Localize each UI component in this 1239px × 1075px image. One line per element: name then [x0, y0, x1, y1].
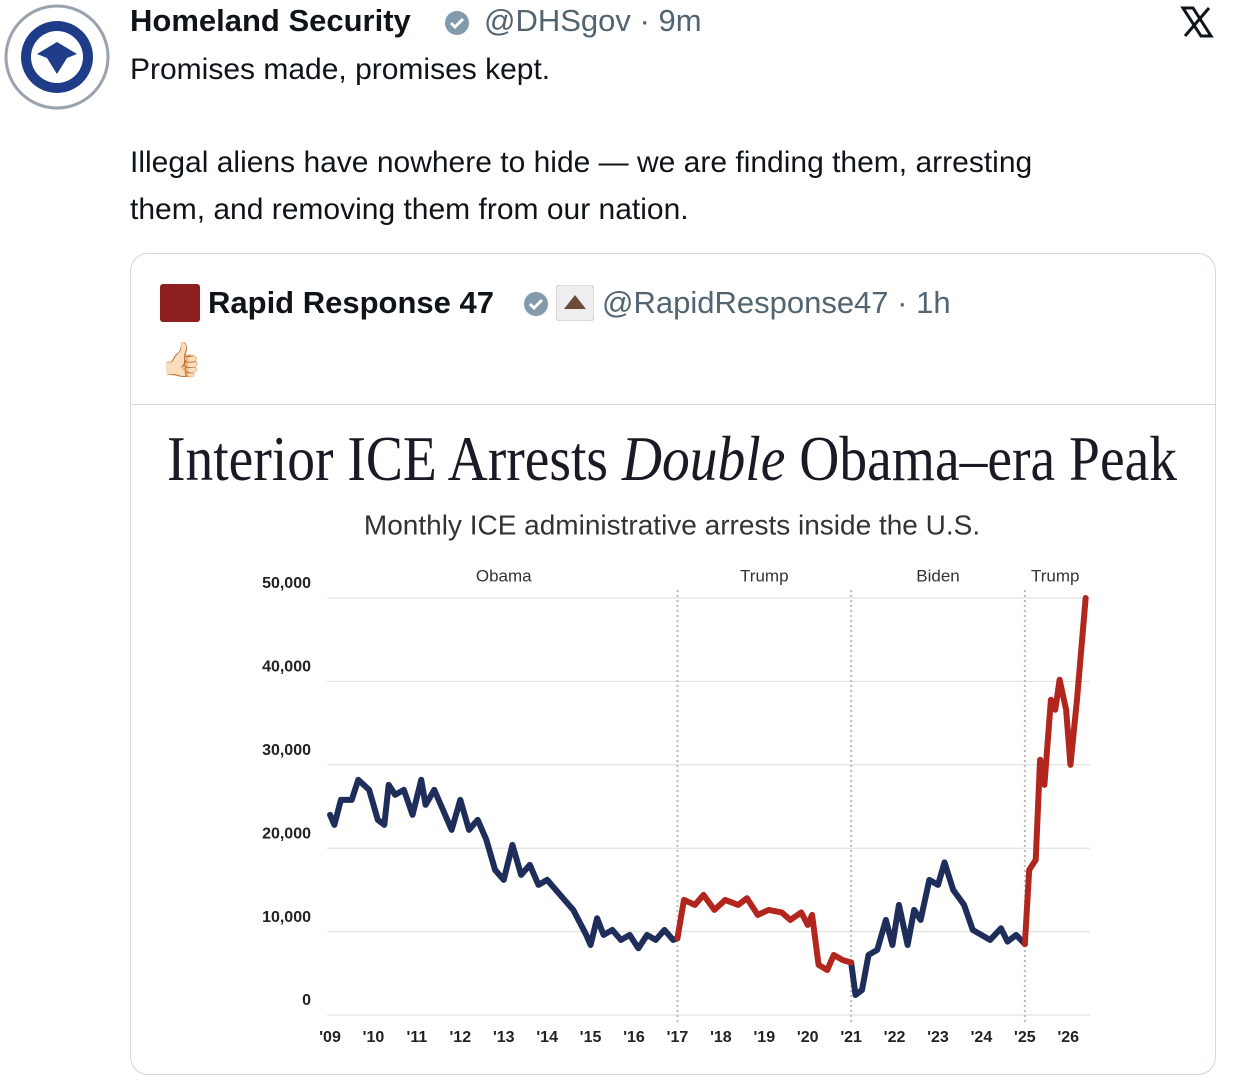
x-tick-label: '18 — [710, 1029, 732, 1046]
x-tick-label: '25 — [1014, 1029, 1036, 1046]
y-tick-label: 50,000 — [262, 575, 311, 592]
tweet-text: Promises made, promises kept. — [130, 53, 551, 86]
x-tick-label: '15 — [580, 1029, 602, 1046]
x-logo[interactable] — [1180, 5, 1214, 39]
x-tick-label: '11 — [407, 1029, 428, 1046]
period-label: Obama — [476, 566, 532, 585]
series-line — [327, 776, 681, 952]
x-tick-label: '16 — [623, 1029, 645, 1046]
quote-author-handle[interactable]: @RapidResponse47 · 1h — [602, 285, 951, 320]
x-tick-label: '12 — [450, 1029, 472, 1046]
author-name[interactable]: Homeland Security — [130, 3, 411, 38]
verified-badge — [524, 292, 548, 316]
author-handle[interactable]: @DHSgov · 9m — [484, 3, 702, 38]
chart-subtitle: Monthly ICE administrative arrests insid… — [364, 509, 980, 540]
tweet-text: them, and removing them from our nation. — [130, 193, 689, 226]
x-tick-label: '22 — [884, 1029, 906, 1046]
divider — [131, 404, 1215, 405]
series-line — [848, 859, 1028, 998]
x-tick-label: '19 — [753, 1029, 775, 1046]
x-tick-label: '13 — [493, 1029, 515, 1046]
quote-avatar[interactable] — [160, 284, 200, 322]
period-label: Trump — [1031, 566, 1080, 585]
verified-badge — [445, 11, 469, 35]
tweet-text: Illegal aliens have nowhere to hide — we… — [130, 146, 1033, 179]
chart-title: Interior ICE Arrests Double Obama–era Pe… — [167, 423, 1177, 494]
x-tick-label: '24 — [971, 1029, 993, 1046]
chart-title-part: Double — [621, 423, 785, 494]
y-tick-label: 40,000 — [262, 659, 311, 676]
series-line — [1021, 595, 1089, 948]
y-tick-label: 0 — [302, 992, 311, 1009]
y-tick-label: 10,000 — [262, 909, 311, 926]
x-tick-label: '23 — [927, 1029, 949, 1046]
chart-title-part: Interior ICE Arrests — [167, 423, 622, 494]
x-tick-label: '09 — [319, 1029, 341, 1046]
series-line — [674, 891, 855, 973]
affiliate-badge — [556, 285, 594, 321]
x-tick-label: '10 — [363, 1029, 385, 1046]
avatar[interactable] — [4, 4, 110, 110]
period-label: Biden — [916, 566, 959, 585]
y-tick-label: 20,000 — [262, 825, 311, 842]
x-tick-label: '14 — [536, 1029, 558, 1046]
quote-author-name[interactable]: Rapid Response 47 — [208, 285, 494, 320]
x-tick-label: '20 — [797, 1029, 819, 1046]
x-tick-label: '21 — [840, 1029, 862, 1046]
y-tick-label: 30,000 — [262, 742, 311, 759]
quote-text: 👍🏻 — [160, 341, 203, 379]
period-label: Trump — [740, 566, 789, 585]
chart-title-part: Obama–era Peak — [785, 423, 1177, 494]
x-tick-label: '26 — [1057, 1029, 1079, 1046]
x-tick-label: '17 — [667, 1029, 689, 1046]
